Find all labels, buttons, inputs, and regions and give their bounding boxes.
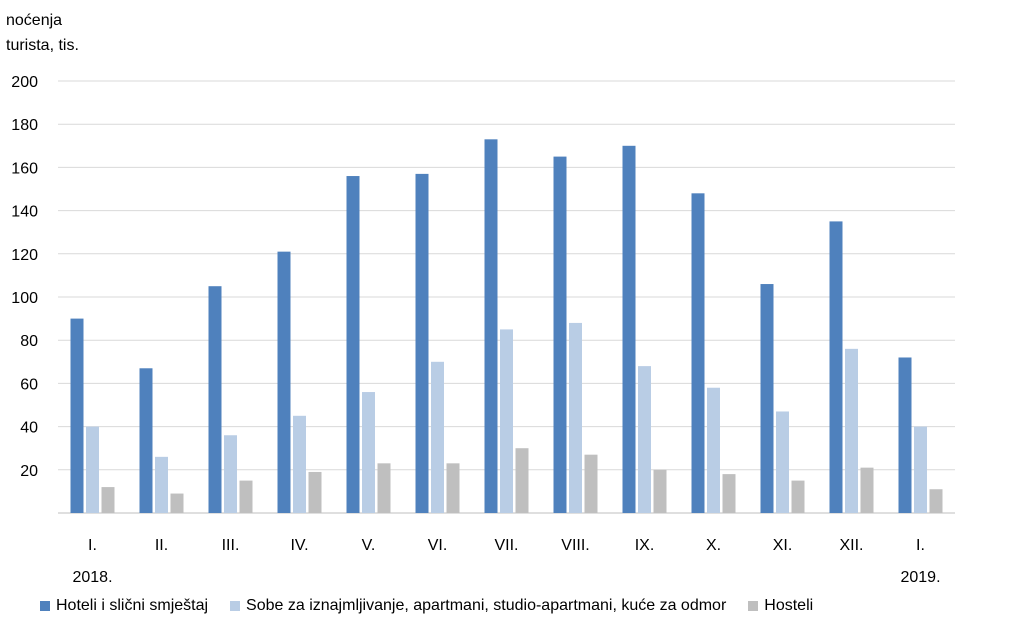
bars	[70, 139, 943, 514]
y-tick-label: 160	[11, 160, 38, 177]
bar-series-2	[224, 435, 237, 513]
x-tick-label: IV.	[290, 537, 308, 554]
y-tick-label: 80	[20, 333, 38, 350]
year-label: 2019.	[900, 569, 940, 586]
y-axis-ticks: 20 40 60 80 100 120 140 160 180 200	[11, 74, 38, 480]
bar-series-2	[914, 426, 927, 513]
bar-series-2	[431, 361, 444, 513]
bar-series-3	[239, 480, 253, 513]
x-tick-label: XI.	[773, 537, 793, 554]
y-tick-label: 200	[11, 74, 38, 91]
y-tick-label: 180	[11, 117, 38, 134]
x-tick-label: II.	[155, 537, 168, 554]
bar-series-1	[346, 176, 360, 514]
bar-series-1	[622, 145, 636, 514]
bar-series-2	[569, 322, 582, 513]
bar-series-3	[101, 487, 115, 513]
x-tick-label: I.	[916, 537, 925, 554]
x-tick-label: III.	[222, 537, 240, 554]
bar-series-3	[584, 454, 598, 513]
bar-series-3	[377, 463, 391, 513]
y-tick-label: 100	[11, 290, 38, 307]
y-tick-label: 20	[20, 463, 38, 480]
bar-series-1	[277, 251, 291, 513]
bar-series-3	[446, 463, 460, 513]
bar-series-2	[293, 415, 306, 513]
bar-series-1	[70, 318, 84, 513]
legend-item-series-2: Sobe za iznajmljivanje, apartmani, studi…	[230, 597, 726, 615]
x-tick-label: IX.	[635, 537, 655, 554]
bar-series-3	[170, 493, 184, 513]
bar-series-2	[776, 411, 789, 513]
bar-series-3	[860, 467, 874, 513]
bar-series-1	[139, 368, 153, 513]
bar-series-2	[86, 426, 99, 513]
bar-series-2	[638, 366, 651, 513]
bar-series-1	[553, 156, 567, 513]
bar-series-3	[929, 489, 943, 513]
x-tick-label: VI.	[428, 537, 448, 554]
bar-series-1	[898, 357, 912, 513]
legend-label: Hosteli	[764, 597, 814, 614]
bar-series-3	[653, 469, 667, 513]
y-tick-label: 140	[11, 204, 38, 221]
legend-label: Sobe za iznajmljivanje, apartmani, studi…	[246, 597, 727, 614]
bar-series-2	[155, 456, 168, 513]
bar-series-1	[415, 173, 429, 513]
bar-series-3	[308, 471, 322, 513]
x-tick-label: XII.	[839, 537, 863, 554]
legend-swatch	[40, 601, 50, 611]
year-labels: 2018. 2019.	[72, 569, 940, 586]
bar-series-3	[515, 448, 529, 513]
x-tick-label: VIII.	[561, 537, 589, 554]
bar-series-1	[760, 284, 774, 513]
legend-label: Hoteli i slični smještaj	[56, 597, 209, 614]
y-tick-label: 120	[11, 247, 38, 264]
legend-swatch	[748, 601, 759, 611]
y-axis-label-line-1: noćenja	[6, 12, 63, 29]
y-axis-label-line-2: turista, tis.	[6, 37, 79, 54]
bar-series-1	[208, 286, 222, 513]
bar-series-1	[829, 221, 843, 513]
bar-series-1	[691, 193, 705, 513]
bar-series-3	[722, 474, 736, 513]
bar-series-2	[707, 387, 720, 513]
year-label: 2018.	[72, 569, 112, 586]
bar-series-2	[845, 348, 858, 513]
legend-item-series-1: Hoteli i slični smještaj	[40, 597, 208, 615]
legend: Hoteli i slični smještaj Sobe za iznajmlj…	[40, 597, 813, 615]
legend-swatch	[230, 601, 241, 611]
bar-series-2	[500, 329, 513, 513]
bar-series-1	[484, 139, 498, 513]
y-tick-label: 60	[20, 376, 38, 393]
legend-item-series-3: Hosteli	[748, 597, 813, 615]
x-axis-ticks: I. II. III. IV. V. VI. VII. VIII. IX. X. XI. XII. I.	[88, 537, 925, 554]
x-tick-label: I.	[88, 537, 97, 554]
bar-series-2	[362, 392, 375, 513]
x-tick-label: VII.	[494, 537, 518, 554]
y-axis-label: noćenja turista, tis.	[6, 8, 79, 58]
y-tick-label: 40	[20, 420, 38, 437]
x-tick-label: X.	[706, 537, 721, 554]
x-tick-label: V.	[362, 537, 376, 554]
bar-series-3	[791, 480, 805, 513]
